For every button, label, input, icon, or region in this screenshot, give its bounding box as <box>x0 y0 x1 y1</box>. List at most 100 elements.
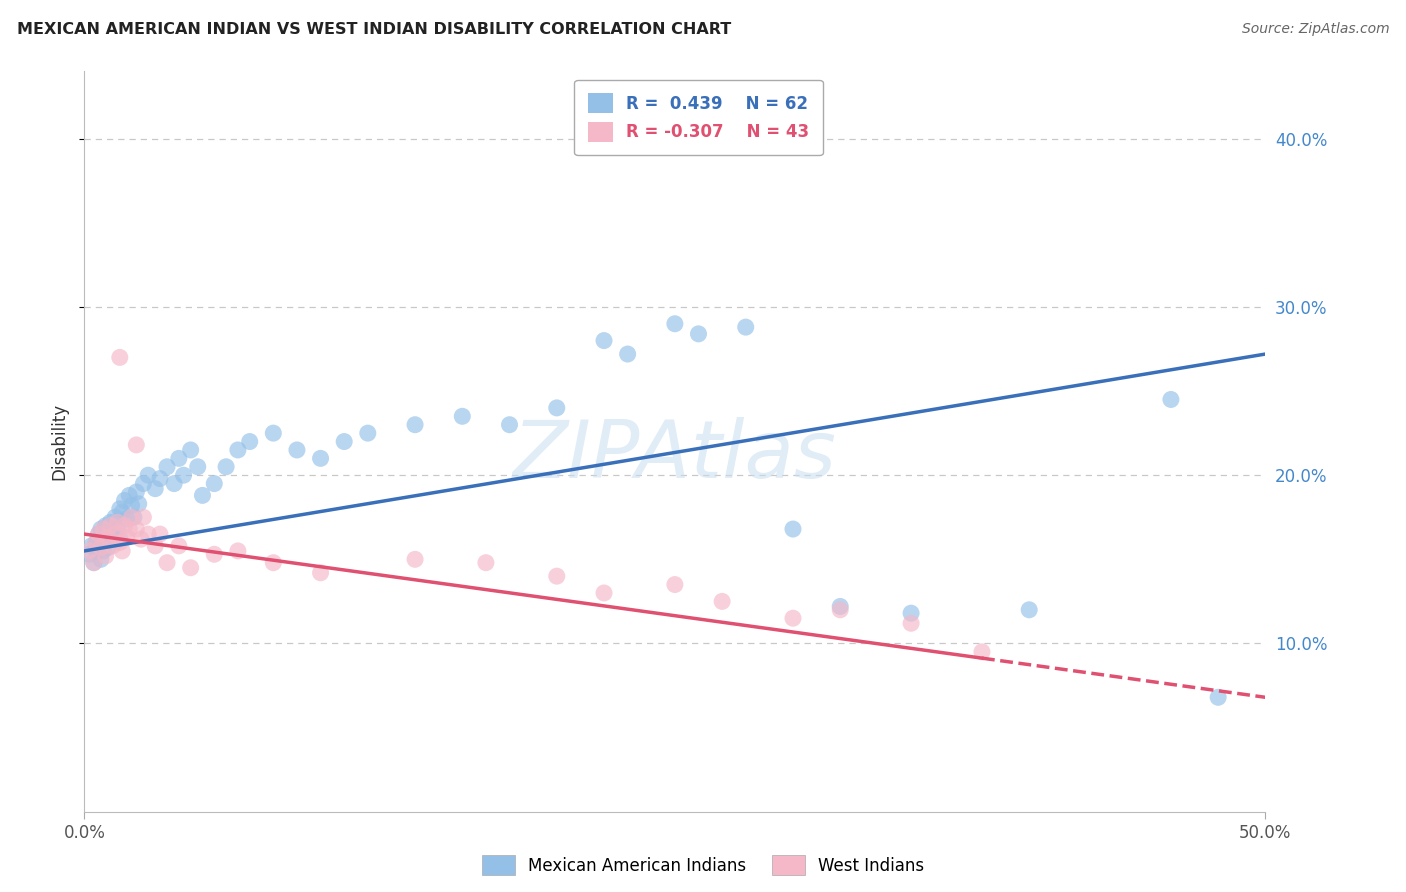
Point <box>688 326 710 341</box>
Point <box>1160 392 1182 407</box>
Point <box>122 510 145 524</box>
Point <box>114 518 136 533</box>
Point <box>156 556 179 570</box>
Point <box>309 451 332 466</box>
Point <box>129 532 152 546</box>
Point <box>115 531 138 545</box>
Y-axis label: Disability: Disability <box>51 403 69 480</box>
Point <box>180 442 202 457</box>
Point <box>108 351 131 365</box>
Legend: R =  0.439    N = 62, R = -0.307    N = 43: R = 0.439 N = 62, R = -0.307 N = 43 <box>575 79 823 155</box>
Point <box>118 488 141 502</box>
Point <box>156 459 179 474</box>
Point <box>546 569 568 583</box>
Point <box>83 556 105 570</box>
Point <box>357 426 380 441</box>
Point <box>80 539 103 553</box>
Point <box>226 544 249 558</box>
Point <box>77 547 100 561</box>
Point <box>167 539 190 553</box>
Point <box>87 527 110 541</box>
Point <box>226 442 249 457</box>
Point <box>143 482 166 496</box>
Point <box>104 510 127 524</box>
Point <box>900 606 922 620</box>
Point <box>101 539 124 553</box>
Point <box>143 539 166 553</box>
Point <box>136 468 159 483</box>
Point <box>111 544 134 558</box>
Point <box>97 531 120 545</box>
Point <box>333 434 356 449</box>
Point <box>163 476 186 491</box>
Point <box>91 544 114 558</box>
Point <box>108 535 131 549</box>
Point <box>593 586 616 600</box>
Point <box>664 317 686 331</box>
Point <box>498 417 520 432</box>
Point <box>202 476 225 491</box>
Legend: Mexican American Indians, West Indians: Mexican American Indians, West Indians <box>482 855 924 875</box>
Point <box>97 541 120 555</box>
Point <box>782 611 804 625</box>
Point <box>121 510 143 524</box>
Point <box>475 556 498 570</box>
Point <box>84 535 107 549</box>
Text: Source: ZipAtlas.com: Source: ZipAtlas.com <box>1241 22 1389 37</box>
Point <box>132 476 155 491</box>
Point <box>101 527 124 541</box>
Point <box>970 645 993 659</box>
Text: ZIPAtlas: ZIPAtlas <box>513 417 837 495</box>
Point <box>309 566 332 580</box>
Point <box>404 552 426 566</box>
Point <box>90 541 112 555</box>
Point <box>616 347 638 361</box>
Point <box>77 544 100 558</box>
Point <box>107 522 129 536</box>
Point <box>239 434 262 449</box>
Point <box>94 518 117 533</box>
Point <box>173 468 195 483</box>
Point <box>125 522 148 536</box>
Point <box>262 426 284 441</box>
Point <box>104 527 127 541</box>
Point <box>180 560 202 574</box>
Point <box>125 485 148 500</box>
Point <box>87 527 110 541</box>
Point <box>711 594 734 608</box>
Point <box>118 522 141 536</box>
Point <box>191 488 214 502</box>
Point <box>91 522 114 536</box>
Point <box>107 516 129 530</box>
Point <box>285 442 308 457</box>
Point <box>546 401 568 415</box>
Point <box>149 527 172 541</box>
Point <box>215 459 238 474</box>
Point <box>404 417 426 432</box>
Point <box>830 603 852 617</box>
Point <box>114 493 136 508</box>
Point <box>111 505 134 519</box>
Point <box>97 531 120 545</box>
Point <box>84 535 107 549</box>
Point <box>128 497 150 511</box>
Point <box>900 616 922 631</box>
Point <box>830 599 852 614</box>
Point <box>136 527 159 541</box>
Point <box>1018 603 1040 617</box>
Point <box>664 577 686 591</box>
Point <box>149 471 172 485</box>
Point <box>167 451 190 466</box>
Point <box>451 409 474 424</box>
Point <box>734 320 756 334</box>
Point <box>121 499 143 513</box>
Point <box>91 532 114 546</box>
Point <box>90 522 112 536</box>
Point <box>115 512 138 526</box>
Point <box>262 556 284 570</box>
Point <box>187 459 209 474</box>
Point <box>98 516 121 530</box>
Point <box>132 510 155 524</box>
Point <box>98 518 121 533</box>
Point <box>94 549 117 563</box>
